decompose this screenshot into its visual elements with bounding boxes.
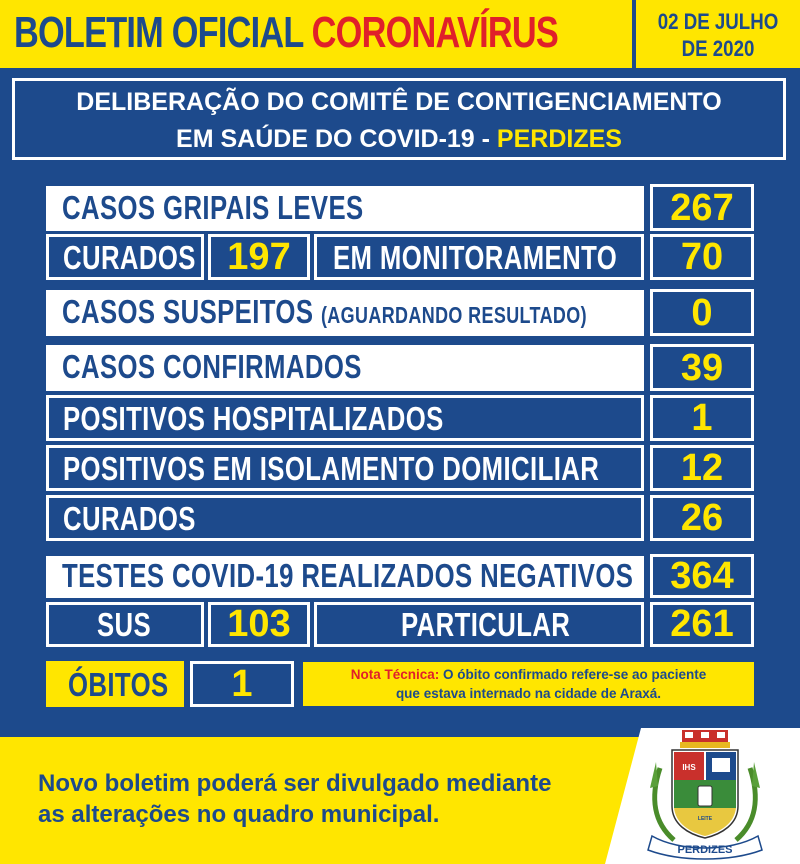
suspeitos-value: 0 <box>691 292 713 334</box>
gripais-label-cell: CASOS GRIPAIS LEVES <box>46 186 644 231</box>
curados-value: 26 <box>680 497 724 539</box>
seal-banner-text: PERDIZES <box>677 844 732 856</box>
suspeitos-label-cell: CASOS SUSPEITOS (AGUARDANDO RESULTADO) <box>46 290 644 336</box>
confirmados-label: CASOS CONFIRMADOS <box>62 348 362 385</box>
deliberacao-line-2: EM SAÚDE DO COVID-19 - PERDIZES <box>15 121 783 158</box>
nota-text-2: que estava internado na cidade de Araxá. <box>395 686 662 701</box>
confirmados-label-cell: CASOS CONFIRMADOS <box>46 345 644 391</box>
title-coronavirus: CORONAVÍRUS <box>311 8 559 57</box>
particular-label: PARTICULAR <box>401 606 571 643</box>
testes-label: TESTES COVID-19 REALIZADOS NEGATIVOS <box>62 557 634 594</box>
bulletin-title: BOLETIM OFICIAL CORONAVÍRUS <box>14 8 559 58</box>
suspeitos-label-wrap: CASOS SUSPEITOS (AGUARDANDO RESULTADO) <box>62 293 587 331</box>
hospitalizados-label-cell: POSITIVOS HOSPITALIZADOS <box>46 395 644 441</box>
gripais-value-cell: 267 <box>650 184 754 231</box>
seal-shield-text: IHS <box>682 763 696 772</box>
testes-value: 364 <box>670 555 734 597</box>
obitos-label: ÓBITOS <box>68 666 169 703</box>
isolamento-label: POSITIVOS EM ISOLAMENTO DOMICILIAR <box>63 450 600 487</box>
confirmados-value: 39 <box>680 347 724 389</box>
curados-gripais-label-cell: CURADOS <box>46 234 204 280</box>
curados-gripais-value-cell: 197 <box>208 234 310 280</box>
testes-value-cell: 364 <box>650 554 754 598</box>
header-divider <box>0 68 800 72</box>
date-line-2: DE 2020 <box>681 36 755 61</box>
gripais-value: 267 <box>670 187 734 229</box>
gripais-label: CASOS GRIPAIS LEVES <box>62 189 364 226</box>
crown-icon <box>680 730 730 748</box>
nota-prefix: Nota Técnica: <box>350 667 440 682</box>
monitoramento-value: 70 <box>680 236 724 278</box>
header-title-bar: BOLETIM OFICIAL CORONAVÍRUS <box>0 0 632 68</box>
hospitalizados-label: POSITIVOS HOSPITALIZADOS <box>63 400 444 437</box>
obitos-value: 1 <box>231 663 253 705</box>
suspeitos-value-cell: 0 <box>650 289 754 336</box>
sus-label-cell: SUS <box>46 602 204 647</box>
isolamento-value: 12 <box>680 447 724 489</box>
curados-gripais-value: 197 <box>227 236 291 278</box>
suspeitos-label: CASOS SUSPEITOS <box>62 293 314 330</box>
obitos-label-cell: ÓBITOS <box>46 661 184 707</box>
nota-tecnica: Nota Técnica: O óbito confirmado refere-… <box>303 662 754 706</box>
seal-milk-text: LEITE <box>698 816 713 822</box>
deliberacao-box: DELIBERAÇÃO DO COMITÊ DE CONTIGENCIAMENT… <box>12 78 786 160</box>
sus-label: SUS <box>97 606 152 643</box>
footer-message: Novo boletim poderá ser divulgado median… <box>38 768 551 830</box>
particular-value: 261 <box>670 603 734 645</box>
particular-label-cell: PARTICULAR <box>314 602 644 647</box>
hospitalizados-value: 1 <box>691 397 713 439</box>
monitoramento-label: EM MONITORAMENTO <box>333 239 618 276</box>
isolamento-value-cell: 12 <box>650 445 754 491</box>
municipal-seal-icon: IHS LEITE PERDIZES <box>647 730 763 860</box>
footer-line-1: Novo boletim poderá ser divulgado median… <box>38 770 552 797</box>
sus-value: 103 <box>227 603 291 645</box>
deliberacao-line-1: DELIBERAÇÃO DO COMITÊ DE CONTIGENCIAMENT… <box>76 88 722 116</box>
particular-value-cell: 261 <box>650 602 754 647</box>
curados-label: CURADOS <box>63 500 196 537</box>
nota-text-1: O óbito confirmado refere-se ao paciente <box>439 667 707 682</box>
curados-gripais-label: CURADOS <box>63 239 196 276</box>
nota-line-1: Nota Técnica: O óbito confirmado refere-… <box>303 665 754 684</box>
date-line-1: 02 DE JULHO <box>657 9 779 34</box>
city-name: PERDIZES <box>496 125 622 153</box>
curados-value-cell: 26 <box>650 495 754 541</box>
header-date-box: 02 DE JULHO DE 2020 <box>632 0 800 68</box>
isolamento-label-cell: POSITIVOS EM ISOLAMENTO DOMICILIAR <box>46 445 644 491</box>
monitoramento-value-cell: 70 <box>650 234 754 280</box>
confirmados-value-cell: 39 <box>650 344 754 391</box>
hospitalizados-value-cell: 1 <box>650 395 754 441</box>
deliberacao-line-2-text: EM SAÚDE DO COVID-19 - <box>176 125 497 153</box>
title-boletim-oficial: BOLETIM OFICIAL <box>14 8 312 57</box>
monitoramento-label-cell: EM MONITORAMENTO <box>314 234 644 280</box>
sus-value-cell: 103 <box>208 602 310 647</box>
testes-label-cell: TESTES COVID-19 REALIZADOS NEGATIVOS <box>46 556 644 598</box>
suspeitos-sublabel: (AGUARDANDO RESULTADO) <box>320 302 587 328</box>
obitos-value-cell: 1 <box>190 661 294 707</box>
footer-line-2: as alterações no quadro municipal. <box>38 801 440 828</box>
curados-label-cell: CURADOS <box>46 495 644 541</box>
